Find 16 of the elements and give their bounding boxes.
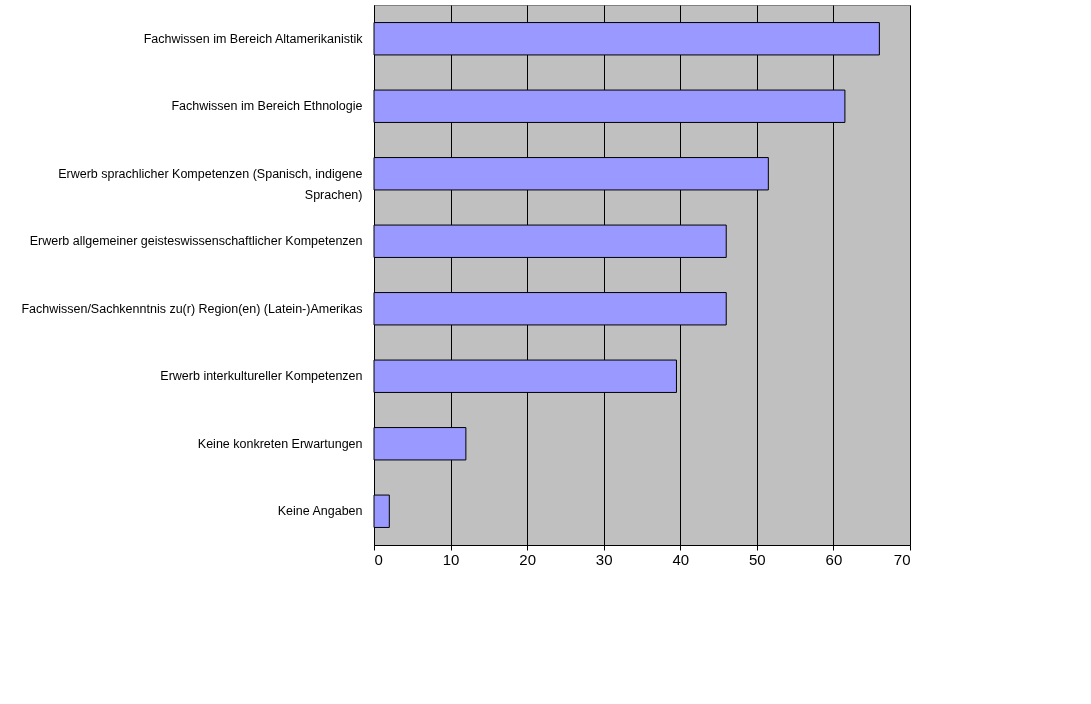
y-tick-label: Erwerb allgemeiner geisteswissenschaftlicher Kompetenzen [29,234,363,249]
y-tick-label: Keine Angaben [277,504,363,519]
x-tick-label: 20 [519,550,536,568]
x-tick-label: 60 [825,550,843,568]
y-tick-label: Fachwissen/Sachkenntnis zu(r) Region(en) (Latein-)Amerikas [21,301,363,316]
x-tick-label: 70 [893,550,911,568]
x-tick-label: 50 [749,550,766,568]
y-tick-label: Fachwissen im Bereich Altamerikanistik [143,31,364,46]
x-tick-label: 10 [442,550,460,568]
x-tick-label: 30 [595,550,613,568]
y-tick-label: Keine konkreten Erwartungen [197,436,363,451]
y-tick-label: Erwerb interkultureller Kompetenzen [160,369,363,384]
x-tick-label: 40 [672,550,690,568]
y-tick-label: Fachwissen im Bereich Ethnologie [171,99,363,114]
x-tick-label: 0 [374,550,383,568]
y-tick-label: Erwerb sprachlicher Kompetenzen (Spanisch, indigene Sprachen) [58,166,363,202]
